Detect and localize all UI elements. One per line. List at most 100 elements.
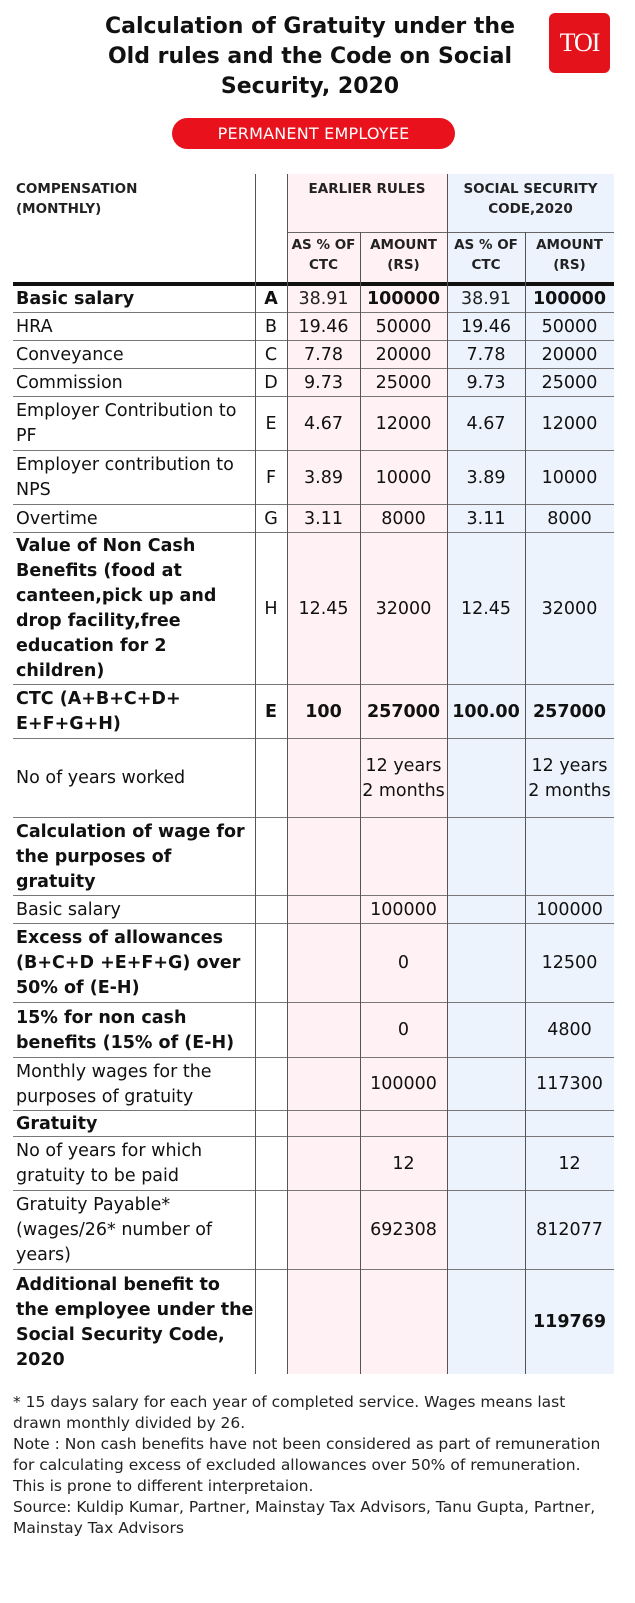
er-amount: 8000: [381, 508, 426, 529]
er-amount: 10000: [375, 467, 432, 488]
row-label: Value of Non Cash Benefits (food at cant…: [16, 536, 217, 681]
earlier-rules-column-bg: [287, 174, 447, 1374]
row-letter: B: [264, 316, 277, 337]
footnote-note: Note : Non cash benefits have not been c…: [13, 1435, 601, 1495]
row-label: Basic salary: [16, 288, 135, 309]
er-amount: 20000: [375, 344, 432, 365]
row-label: No of years for which gratuity to be pai…: [16, 1141, 203, 1186]
er-amount: 25000: [375, 372, 432, 393]
ss-pct: 38.91: [460, 288, 512, 309]
header-divider: [287, 232, 614, 233]
ss-amount: 100000: [532, 288, 607, 309]
table-row: No of years for which gratuity to be pai…: [13, 1138, 614, 1191]
er-pct: 7.78: [304, 344, 343, 365]
ss-pct: 19.46: [460, 316, 512, 337]
row-label: 15% for non cash benefits (15% of (E-H): [16, 1007, 235, 1053]
ss-amount: 20000: [541, 344, 598, 365]
er-pct: 19.46: [298, 316, 349, 337]
ss-amount: 12500: [541, 953, 598, 973]
ss-amount: 257000: [532, 701, 607, 722]
ss-amount: 12 years 2 months: [528, 755, 611, 801]
table-row: Gratuity: [13, 1112, 614, 1137]
row-letter: C: [264, 344, 278, 365]
table-row: Monthly wages for the purposes of gratui…: [13, 1059, 614, 1111]
er-amount: 12000: [375, 413, 432, 434]
er-amount: 257000: [366, 701, 441, 722]
section-heading: Calculation of wage for the purposes of …: [16, 821, 245, 892]
header-ss-pct: AS % OF CTC: [454, 237, 518, 273]
er-pct: 3.89: [304, 467, 343, 488]
row-label: Employer contribution to NPS: [16, 455, 234, 500]
table-row: Gratuity Payable* (wages/26* number of y…: [13, 1192, 614, 1270]
ss-amount: 8000: [547, 508, 592, 529]
row-letter: G: [264, 508, 278, 529]
er-amount: 692308: [370, 1220, 437, 1240]
er-amount: 100000: [370, 899, 437, 920]
footnotes: * 15 days salary for each year of comple…: [13, 1392, 613, 1539]
header-social-security: SOCIAL SECURITY CODE,2020: [463, 181, 598, 217]
ss-amount: 12000: [541, 413, 598, 434]
er-amount: 100000: [370, 1074, 437, 1094]
ss-amount: 10000: [541, 467, 598, 488]
row-label: HRA: [16, 316, 53, 337]
ss-amount: 117300: [536, 1074, 603, 1094]
table-row: Employer contribution to NPS F 3.89 1000…: [13, 452, 614, 505]
ss-amount: 119769: [532, 1312, 607, 1332]
table-row: Conveyance C 7.78 20000 7.78 20000: [13, 342, 614, 369]
category-badge: PERMANENT EMPLOYEE: [172, 118, 455, 149]
table-row: Calculation of wage for the purposes of …: [13, 819, 614, 896]
table-row: Value of Non Cash Benefits (food at cant…: [13, 534, 614, 685]
header-er-pct: AS % OF CTC: [291, 237, 356, 273]
ss-amount: 50000: [541, 316, 598, 337]
row-label: Commission: [16, 372, 123, 393]
row-letter: D: [264, 372, 278, 393]
row-label: Overtime: [16, 508, 98, 529]
er-pct: 3.11: [304, 508, 343, 529]
ss-amount: 25000: [541, 372, 598, 393]
row-letter: H: [264, 598, 278, 619]
er-pct: 100: [305, 701, 342, 722]
er-amount: 12 years 2 months: [362, 755, 445, 801]
ss-amount: 4800: [547, 1020, 592, 1040]
ss-pct: 100.00: [452, 701, 520, 722]
column-divider: [447, 174, 448, 1374]
header-er-amount: AMOUNT (RS): [370, 237, 437, 273]
social-security-column-bg: [447, 174, 614, 1374]
row-label: Gratuity Payable* (wages/26* number of y…: [16, 1195, 213, 1265]
er-pct: 4.67: [304, 413, 343, 434]
er-amount: 0: [397, 1020, 410, 1040]
row-letter: E: [265, 701, 277, 722]
er-amount: 12: [392, 1153, 415, 1174]
er-pct: 12.45: [298, 598, 349, 619]
header-compensation: COMPENSATION (MONTHLY): [16, 181, 138, 217]
table-row: Employer Contribution to PF E 4.67 12000…: [13, 398, 614, 451]
er-amount: 32000: [375, 598, 432, 619]
ss-pct: 3.11: [466, 508, 506, 529]
footnote-asterisk: * 15 days salary for each year of comple…: [13, 1393, 566, 1432]
column-divider: [360, 232, 361, 1374]
table-row: 15% for non cash benefits (15% of (E-H) …: [13, 1004, 614, 1058]
table-row: Additional benefit to the employee under…: [13, 1271, 614, 1374]
row-label: Excess of allowances (B+C+D +E+F+G) over…: [16, 928, 241, 998]
row-label: Additional benefit to the employee under…: [16, 1274, 254, 1370]
ss-amount: 32000: [541, 598, 598, 619]
ss-pct: 9.73: [466, 372, 506, 393]
table-row: Basic salary 100000 100000: [13, 897, 614, 924]
row-label: No of years worked: [16, 768, 186, 788]
table-row: Excess of allowances (B+C+D +E+F+G) over…: [13, 925, 614, 1003]
header-earlier-rules: EARLIER RULES: [308, 181, 426, 197]
column-divider: [287, 174, 288, 1374]
gratuity-table: COMPENSATION (MONTHLY) EARLIER RULES SOC…: [13, 174, 614, 1374]
table-row: CTC (A+B+C+D+ E+F+G+H) E 100 257000 100.…: [13, 686, 614, 739]
column-divider: [255, 174, 256, 1374]
ss-pct: 7.78: [466, 344, 506, 365]
footnote-source: Source: Kuldip Kumar, Partner, Mainstay …: [13, 1498, 596, 1537]
row-label: Employer Contribution to PF: [16, 401, 237, 446]
row-label: Conveyance: [16, 344, 124, 365]
er-amount: 0: [397, 953, 410, 973]
section-heading: Gratuity: [16, 1113, 98, 1134]
column-divider: [525, 232, 526, 1374]
ss-pct: 4.67: [466, 413, 506, 434]
ss-amount: 12: [558, 1153, 581, 1174]
header-thick-rule: [13, 282, 614, 286]
